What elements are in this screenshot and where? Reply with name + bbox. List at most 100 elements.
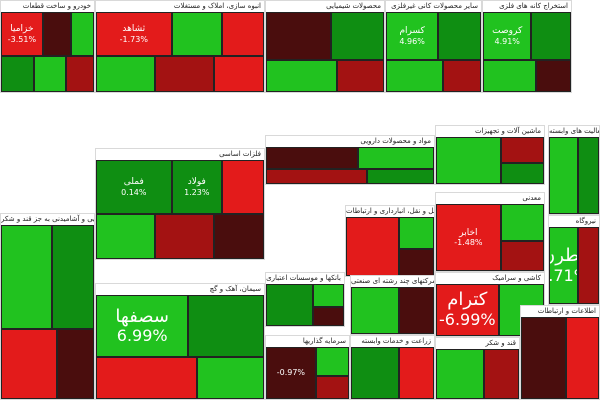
stock-tile[interactable] — [33, 56, 67, 92]
stock-tile[interactable] — [1, 329, 57, 399]
sector-label[interactable]: سیمان، آهک و گچ — [96, 284, 264, 295]
stock-tile[interactable] — [483, 60, 536, 92]
stock-tile[interactable] — [549, 137, 578, 214]
stock-tile[interactable] — [222, 12, 264, 56]
stock-tile[interactable] — [386, 60, 443, 92]
stock-tile[interactable] — [398, 217, 434, 250]
stock-tile[interactable] — [566, 317, 599, 399]
stock-tile[interactable] — [358, 147, 434, 170]
stock-tile[interactable] — [1, 225, 53, 330]
stock-tile[interactable] — [315, 347, 349, 376]
sector-label[interactable]: اطلاعات و ارتباطات — [521, 306, 599, 317]
stock-tile[interactable] — [96, 56, 155, 92]
stock-tile[interactable]: کسرام 4.96% — [386, 12, 439, 60]
stock-tile[interactable] — [154, 56, 214, 92]
stock-tile[interactable] — [222, 160, 264, 215]
stock-tile[interactable] — [578, 137, 599, 214]
sector-label[interactable]: ماشین آلات و تجهیزات — [436, 126, 544, 137]
stock-tile[interactable] — [346, 217, 399, 276]
sector-label[interactable]: کاشی و سرامیک — [436, 273, 544, 284]
stock-tile[interactable] — [196, 357, 264, 399]
sector-label[interactable]: مواد و محصولات دارویی — [266, 136, 434, 147]
stock-tile[interactable] — [535, 60, 571, 92]
stock-tile[interactable] — [266, 60, 337, 92]
sector-block: قند و شکر — [435, 337, 520, 400]
sector-tiles: -0.97% — [266, 347, 349, 399]
stock-tile[interactable]: اخابر -1.48% — [436, 204, 501, 271]
stock-tile[interactable] — [399, 347, 434, 399]
sector-label[interactable]: محصولات غذایی و آشامیدنی به جز قند و شکر — [1, 214, 94, 225]
stock-tile[interactable] — [484, 349, 519, 399]
sector-label[interactable]: نیروگاه — [549, 216, 599, 227]
stock-symbol: فملی — [123, 177, 144, 188]
stock-tile[interactable]: فملی 0.14% — [96, 160, 172, 215]
stock-tile[interactable] — [312, 307, 344, 326]
stock-tile[interactable] — [213, 56, 264, 92]
sector-label[interactable]: محصولات شیمیایی — [266, 1, 384, 12]
sector-label[interactable]: شرکتهای چند رشته ای صنعتی — [351, 276, 434, 287]
sector-tiles — [436, 349, 519, 399]
sector-label[interactable]: خودرو و ساخت قطعات — [1, 1, 94, 12]
stock-tile[interactable] — [500, 204, 544, 241]
stock-tile[interactable] — [398, 249, 434, 276]
sector-label[interactable]: زراعت و خدمات وابسته — [351, 336, 434, 347]
stock-tile[interactable]: فولاد 1.23% — [171, 160, 222, 215]
sector-tiles — [521, 317, 599, 399]
stock-tile[interactable] — [42, 12, 71, 56]
sector-label[interactable]: بانکها و موسسات اعتباری — [266, 273, 344, 284]
stock-tile[interactable]: سصفها 6.99% — [96, 295, 189, 358]
sector-label[interactable]: رایانه و فعالیت های وابسته — [549, 126, 599, 137]
stock-tile[interactable] — [578, 227, 599, 304]
stock-tile[interactable] — [96, 214, 155, 259]
stock-tile[interactable] — [521, 317, 567, 399]
sector-label[interactable]: انبوه سازی، املاک و مستغلات — [96, 1, 264, 12]
sector-label[interactable]: سرمایه گذاریها — [266, 336, 349, 347]
stock-tile[interactable] — [154, 214, 214, 259]
stock-tile[interactable] — [96, 357, 197, 399]
stock-tile[interactable] — [500, 240, 544, 271]
stock-tile[interactable] — [443, 60, 481, 92]
stock-tile[interactable] — [56, 329, 94, 399]
stock-tile[interactable] — [336, 60, 384, 92]
stock-tile[interactable]: -0.97% — [266, 347, 316, 399]
stock-tile[interactable]: کروصت 4.91% — [483, 12, 532, 60]
stock-tile[interactable] — [266, 147, 359, 170]
stock-tile[interactable] — [531, 12, 571, 60]
stock-tile[interactable] — [312, 284, 344, 308]
stock-tile[interactable] — [171, 12, 222, 56]
sector-block: سایر محصولات کانی غیرفلزی کسرام 4.96% — [385, 0, 482, 93]
sector-label[interactable]: فلزات اساسی — [96, 149, 264, 160]
stock-tile[interactable] — [52, 225, 94, 330]
stock-tile[interactable] — [436, 349, 485, 399]
sector-label[interactable]: حمل و نقل، انبارداری و ارتباطات — [346, 206, 434, 217]
stock-tile[interactable] — [500, 162, 544, 184]
sector-label[interactable]: قند و شکر — [436, 338, 519, 349]
stock-tile[interactable] — [66, 56, 94, 92]
stock-symbol: کسرام — [399, 26, 425, 37]
stock-tile[interactable] — [436, 137, 501, 184]
stock-tile[interactable] — [266, 284, 313, 326]
stock-tile[interactable] — [351, 347, 400, 399]
sector-label[interactable]: استخراج کانه های فلزی — [483, 1, 571, 12]
stock-tile[interactable] — [500, 137, 544, 163]
stock-tile[interactable] — [351, 287, 400, 334]
stock-tile[interactable]: بطرن6.71% — [549, 227, 578, 304]
sector-block: ماشین آلات و تجهیزات — [435, 125, 545, 185]
stock-tile[interactable] — [438, 12, 481, 60]
stock-tile[interactable]: خزامیا -3.51% — [1, 12, 43, 56]
stock-tile[interactable] — [366, 169, 434, 184]
stock-tile[interactable] — [315, 375, 349, 399]
stock-tile[interactable]: ثشاهد -1.73% — [96, 12, 172, 56]
stock-tile[interactable] — [213, 214, 264, 259]
stock-tile[interactable] — [70, 12, 94, 56]
stock-tile[interactable] — [399, 287, 434, 334]
stock-tile[interactable] — [266, 12, 331, 60]
stock-tile[interactable] — [266, 169, 367, 184]
stock-tile[interactable] — [330, 12, 384, 60]
stock-tile[interactable]: کترام -6.99% — [436, 284, 499, 336]
sector-label[interactable]: سایر محصولات کانی غیرفلزی — [386, 1, 481, 12]
sector-block: فلزات اساسی فملی 0.14% فولاد 1.23% — [95, 148, 265, 260]
sector-label[interactable]: معدنی — [436, 193, 544, 204]
stock-tile[interactable] — [188, 295, 264, 358]
stock-tile[interactable] — [1, 56, 34, 92]
